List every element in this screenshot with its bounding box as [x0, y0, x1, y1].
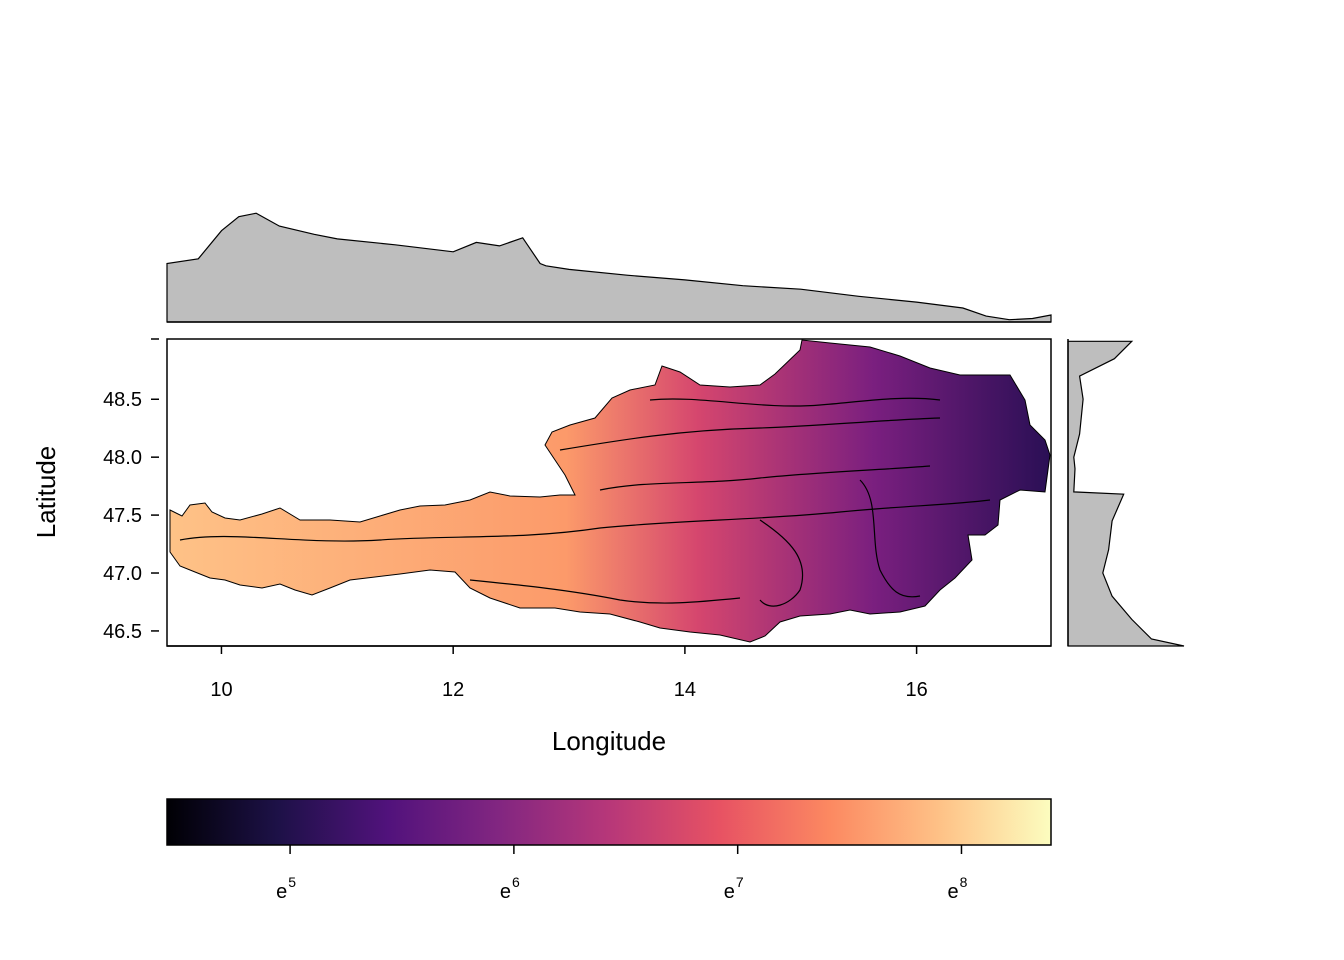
y-tick-label: 47.0 [103, 563, 142, 585]
x-axis-title: Longitude [552, 726, 666, 756]
contour-lines [179, 397, 991, 607]
colorbar-tick-label: e6 [500, 874, 520, 903]
marginal-top-area [166, 212, 1052, 323]
marginal-top-panel [166, 212, 1052, 323]
colorbar-bar [166, 798, 1052, 846]
y-axis-title: Latitude [31, 446, 61, 539]
y-tick-label: 47.5 [103, 505, 142, 527]
y-tick-label: 48.0 [103, 447, 142, 469]
map-panel [166, 338, 1052, 647]
colorbar-ticks: e5 e6 e7 e8 [276, 845, 968, 903]
x-tick-label: 16 [905, 679, 927, 701]
y-axis: 46.5 47.0 47.5 48.0 48.5 [103, 338, 159, 643]
colorbar-tick-label: e5 [276, 874, 296, 903]
x-axis: 10 12 14 16 [167, 645, 1051, 701]
colorbar: e5 e6 e7 e8 [166, 798, 1052, 903]
marginal-right-panel [1067, 339, 1185, 647]
marginal-right-area [1067, 340, 1185, 647]
colorbar-tick-label: e8 [948, 874, 968, 903]
x-tick-label: 12 [442, 679, 464, 701]
y-tick-label: 48.5 [103, 389, 142, 411]
y-tick-label: 46.5 [103, 621, 142, 643]
x-tick-label: 10 [210, 679, 232, 701]
austria-raster [169, 339, 1051, 643]
x-tick-label: 14 [674, 679, 696, 701]
colorbar-tick-label: e7 [724, 874, 744, 903]
